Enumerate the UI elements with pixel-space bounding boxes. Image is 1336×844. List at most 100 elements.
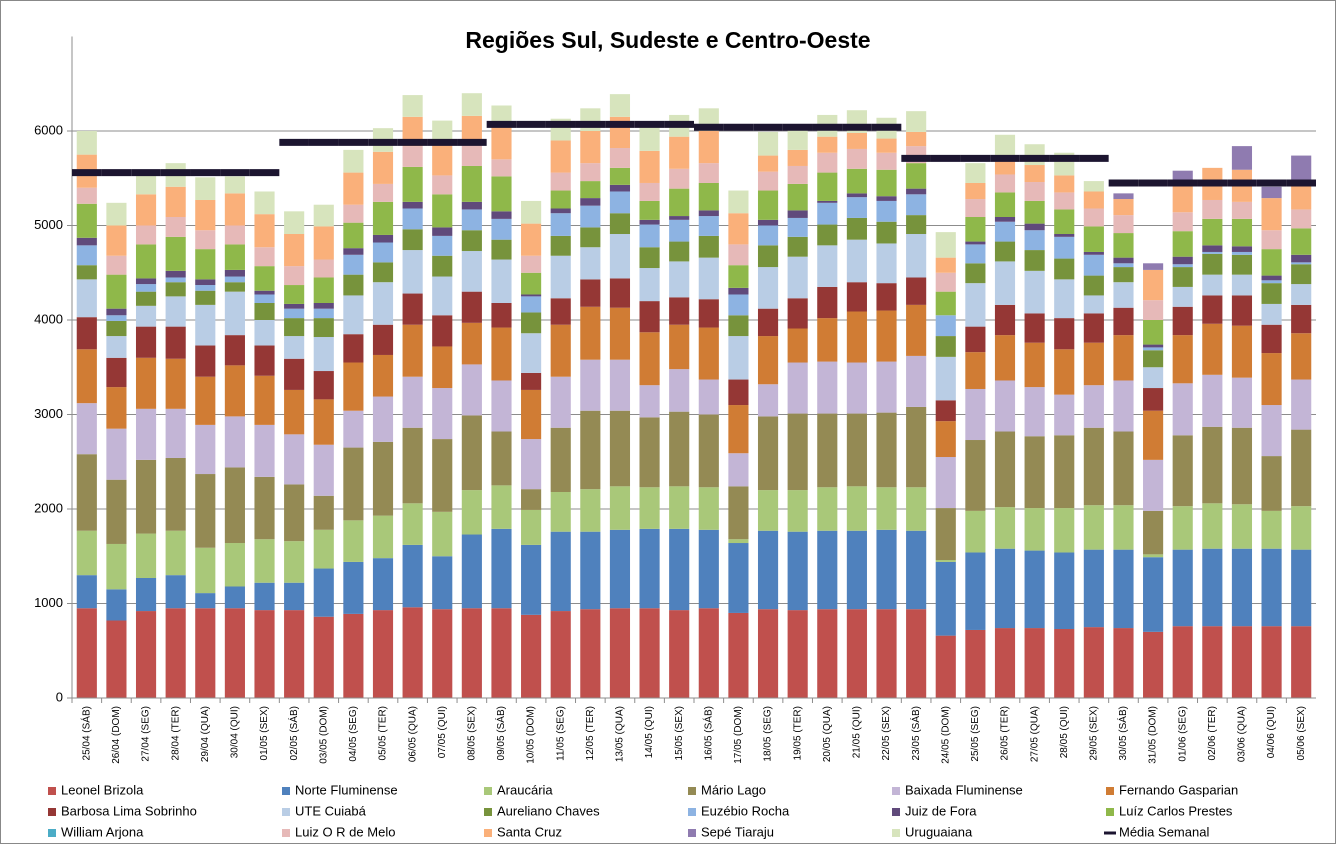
bar-segment xyxy=(639,487,660,529)
bar-segment xyxy=(846,168,867,194)
bar-segment xyxy=(372,183,394,202)
bar-segment xyxy=(1231,626,1253,698)
bar-segment xyxy=(165,326,186,359)
bar-segment xyxy=(106,225,127,256)
bar-segment xyxy=(284,358,305,390)
bar-segment xyxy=(1231,146,1253,170)
bar-segment xyxy=(313,259,334,278)
bar-segment xyxy=(165,186,186,217)
bar-segment xyxy=(906,530,927,610)
x-tick-label: 06/05 (QUA) xyxy=(407,706,418,762)
bar-segment xyxy=(728,287,749,295)
bar-segment xyxy=(343,410,364,448)
bar-segment xyxy=(432,439,453,512)
bar-segment xyxy=(965,199,986,217)
bar-segment xyxy=(757,609,779,698)
bar-segment xyxy=(432,227,453,236)
bar-segment xyxy=(135,459,157,534)
bar-segment xyxy=(432,276,453,316)
legend-label: Baixada Fluminense xyxy=(905,782,1023,797)
bar-segment xyxy=(313,568,334,617)
bar-segment xyxy=(757,131,779,156)
bar-segment xyxy=(372,354,394,397)
bar-segment xyxy=(224,365,245,417)
bar-segment xyxy=(935,400,956,422)
bar-segment xyxy=(1143,388,1164,411)
bar-segment xyxy=(284,582,305,611)
bar-segment xyxy=(491,211,512,219)
x-tick-label: 04/06 (QUI) xyxy=(1266,706,1277,758)
bar-segment xyxy=(669,369,690,412)
legend-swatch xyxy=(1106,787,1114,795)
legend-swatch xyxy=(688,787,696,795)
bar-segment xyxy=(106,387,127,429)
bar-segment xyxy=(313,399,334,445)
bar-segment xyxy=(728,190,749,214)
bar-segment xyxy=(550,376,571,428)
x-tick-label: 25/04 (SÁB) xyxy=(79,706,92,760)
bar-segment xyxy=(669,486,690,529)
bar-segment xyxy=(491,302,512,328)
bar-segment xyxy=(787,362,808,414)
bar-segment xyxy=(1172,181,1193,213)
y-tick-label: 4000 xyxy=(34,311,63,326)
bar-segment xyxy=(728,486,749,540)
bar-segment xyxy=(372,558,394,611)
bar-segment xyxy=(728,336,749,380)
bar-segment xyxy=(1202,626,1223,698)
bar-segment xyxy=(846,413,867,487)
bar-segment xyxy=(76,349,97,404)
bar-segment xyxy=(402,116,423,147)
bar-segment xyxy=(1054,349,1075,395)
bar-segment xyxy=(817,224,838,246)
bar-segment xyxy=(432,346,453,389)
bar-segment xyxy=(195,345,216,377)
bar-segment xyxy=(372,515,394,559)
bar-segment xyxy=(609,148,631,168)
x-tick-label: 12/05 (TER) xyxy=(585,706,596,760)
x-tick-label: 19/05 (TER) xyxy=(792,706,803,760)
bar-segment xyxy=(639,528,660,609)
bar-segment xyxy=(757,190,779,220)
bar-segment xyxy=(402,208,423,230)
bar-segment xyxy=(1083,295,1104,314)
bar-segment xyxy=(165,236,186,271)
bar-segment xyxy=(1083,627,1104,698)
bar-segment xyxy=(135,305,157,327)
bar-segment xyxy=(521,389,542,440)
bar-segment xyxy=(757,530,779,610)
bar-segment xyxy=(846,217,867,240)
bar-segment xyxy=(165,457,186,531)
bar-segment xyxy=(757,155,779,172)
bar-segment xyxy=(846,362,867,414)
bar-segment xyxy=(935,291,956,316)
bar-segment xyxy=(372,610,394,698)
bar-segment xyxy=(1054,552,1075,630)
bar-segment xyxy=(669,216,690,220)
bar-segment xyxy=(76,245,97,266)
bar-segment xyxy=(846,311,867,363)
bar-segment xyxy=(254,290,275,295)
bar-segment xyxy=(284,336,305,359)
bar-segment xyxy=(1024,250,1045,271)
bar-segment xyxy=(1261,186,1282,199)
bar-segment xyxy=(76,187,97,204)
bar-segment xyxy=(135,194,157,226)
bar-segment xyxy=(1202,253,1223,275)
bar-segment xyxy=(580,410,601,490)
bar-segment xyxy=(609,191,631,214)
bar-segment xyxy=(135,408,157,460)
bar-segment xyxy=(1113,549,1134,629)
bar-segment xyxy=(1113,380,1134,432)
bar-segment xyxy=(313,308,334,319)
bar-segment xyxy=(728,543,749,613)
bar-segment xyxy=(906,163,927,189)
legend-label: Euzébio Rocha xyxy=(701,803,790,818)
bar-segment xyxy=(787,128,808,150)
bar-segment xyxy=(195,304,216,346)
bar-segment xyxy=(1083,313,1104,343)
bar-segment xyxy=(965,352,986,389)
bar-segment xyxy=(165,270,186,278)
bar-segment xyxy=(1231,254,1253,275)
bar-segment xyxy=(1054,394,1075,436)
